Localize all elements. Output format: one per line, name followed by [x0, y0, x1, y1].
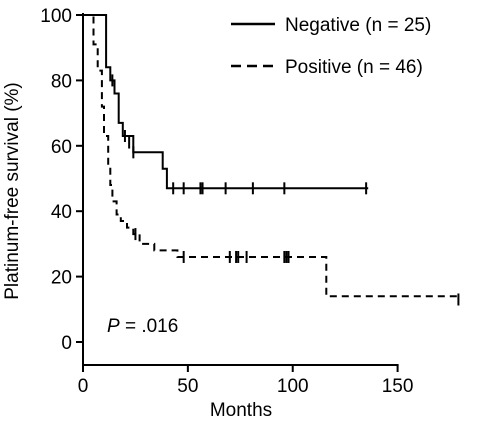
y-tick-label: 100: [40, 6, 72, 27]
p-value-text: = .016: [120, 316, 179, 337]
x-tick-label: 150: [382, 376, 414, 397]
survival-curve-positive: [83, 14, 461, 298]
y-tick-label: 0: [61, 333, 72, 354]
legend: Negative (n = 25) Positive (n = 46): [231, 15, 431, 78]
survival-curve-negative: [83, 14, 369, 190]
survival-curves: [83, 14, 461, 306]
legend-label: Positive (n = 46): [285, 57, 423, 78]
x-axis-title: Months: [210, 400, 272, 421]
x-tick-label: 100: [277, 376, 309, 397]
x-tick-label: 0: [78, 376, 89, 397]
y-tick-label: 20: [51, 268, 72, 289]
y-tick-label: 40: [51, 202, 72, 223]
x-tick-label: 50: [177, 376, 198, 397]
p-value-annotation: P = .016: [107, 316, 178, 337]
p-value-symbol: P: [107, 316, 120, 337]
axes: 0 20 40 60 80 100 0 50 100 150: [40, 6, 413, 397]
y-tick-label: 60: [51, 137, 72, 158]
legend-label: Negative (n = 25): [285, 15, 431, 36]
y-tick-label: 80: [51, 71, 72, 92]
y-axis-title: Platinum-free survival (%): [2, 82, 23, 300]
